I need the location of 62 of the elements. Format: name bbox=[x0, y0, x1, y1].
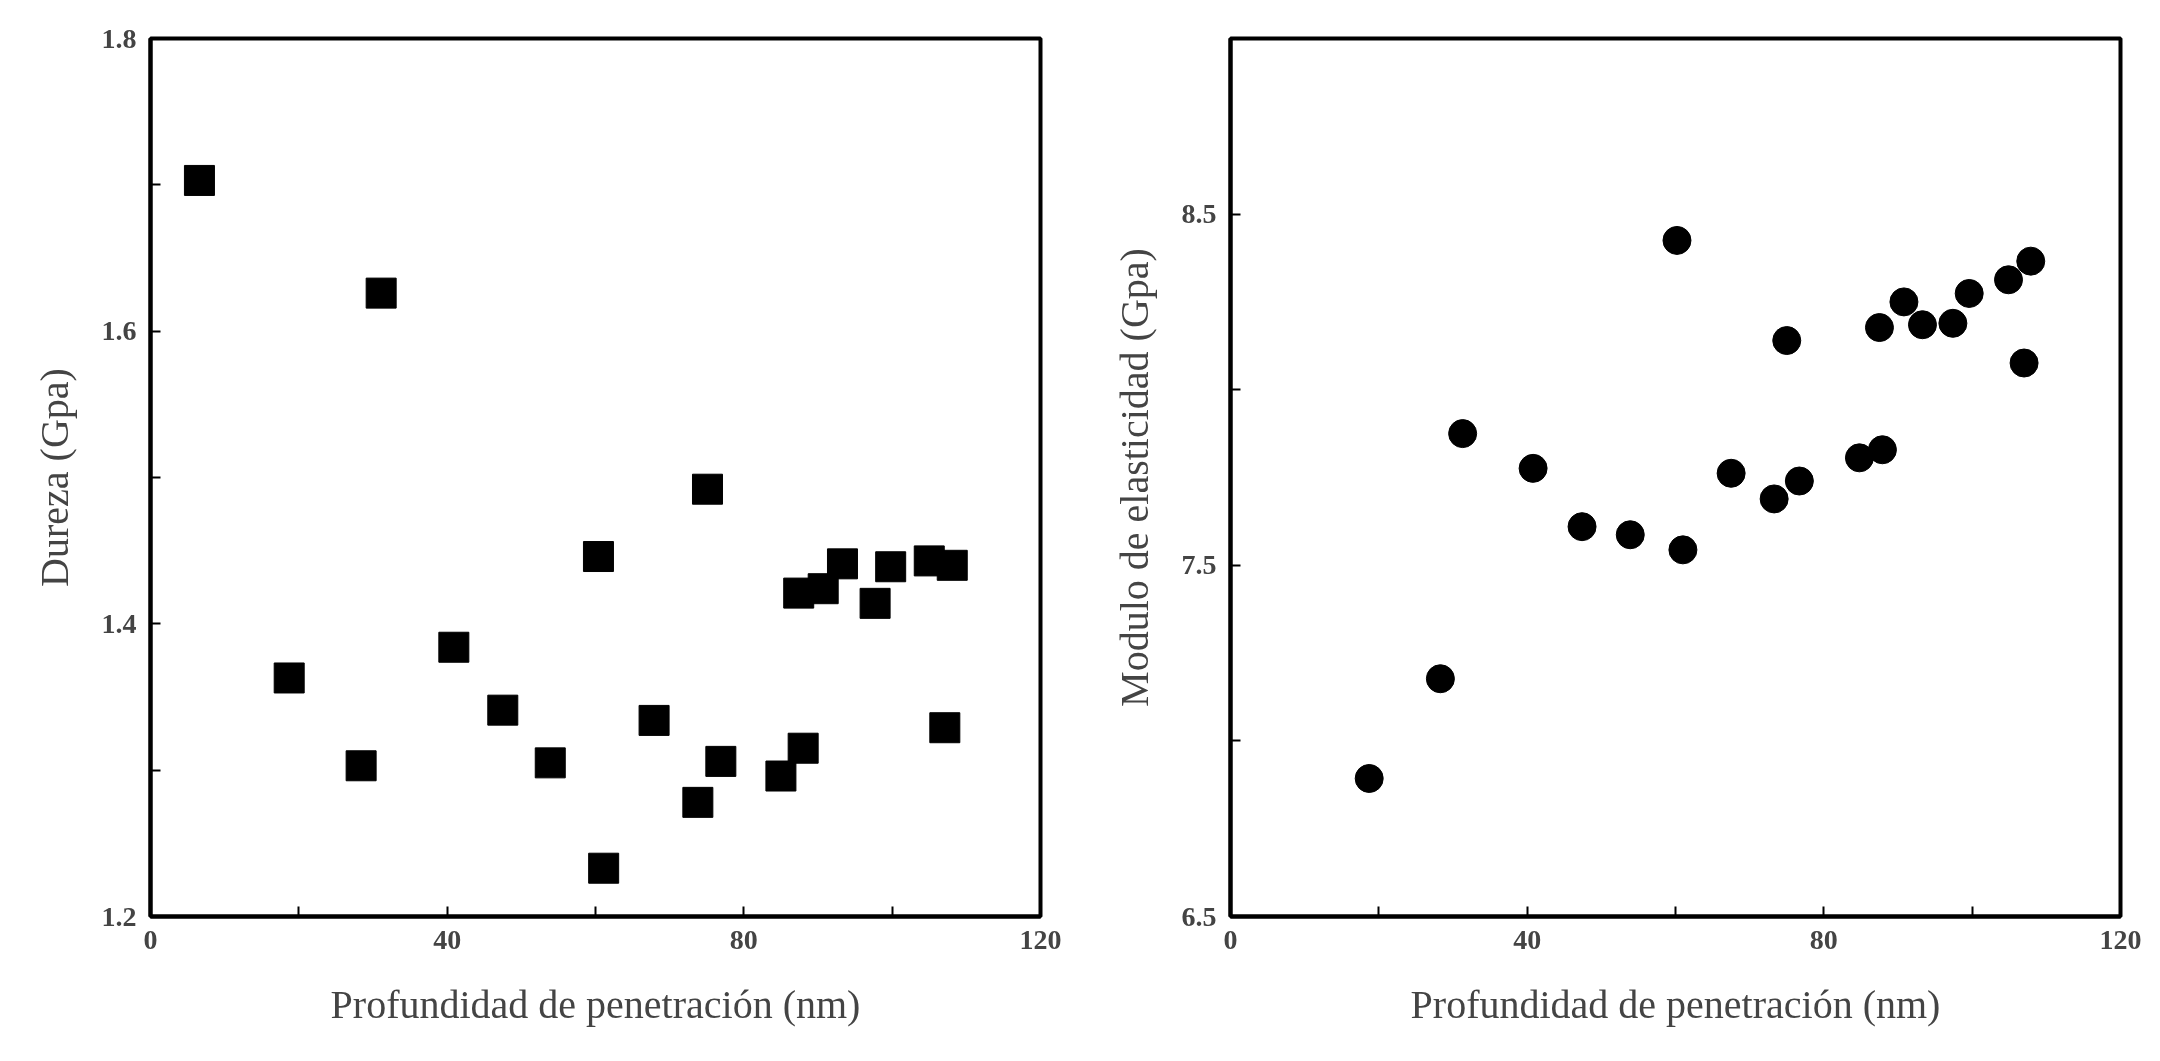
point bbox=[1889, 287, 1919, 317]
point bbox=[875, 551, 907, 583]
x-tick-label: 80 bbox=[729, 923, 758, 955]
point bbox=[345, 750, 377, 782]
y-tick-label: 1.8 bbox=[101, 22, 137, 54]
y-axis-title: Modulo de elasticidad (Gpa) bbox=[1111, 248, 1157, 707]
point bbox=[1954, 279, 1984, 308]
point bbox=[1662, 225, 1692, 255]
point bbox=[1994, 265, 2024, 295]
point bbox=[588, 852, 620, 884]
y-tick-label: 8.5 bbox=[1181, 198, 1217, 230]
x-tick-label: 0 bbox=[143, 923, 158, 955]
point bbox=[859, 587, 891, 619]
point bbox=[2016, 246, 2046, 276]
x-axis-title: Profundidad de penetración (nm) bbox=[330, 981, 861, 1027]
point bbox=[487, 694, 519, 726]
point bbox=[1668, 535, 1698, 565]
y-tick-label: 7.5 bbox=[1181, 549, 1217, 581]
y-tick-label: 1.6 bbox=[101, 315, 137, 347]
point bbox=[2009, 348, 2039, 378]
point bbox=[1844, 443, 1874, 473]
point bbox=[826, 548, 858, 580]
point bbox=[1567, 512, 1597, 542]
point bbox=[1716, 458, 1746, 488]
point bbox=[1784, 466, 1814, 496]
point bbox=[682, 786, 714, 818]
point bbox=[936, 549, 968, 581]
point bbox=[1867, 435, 1897, 465]
x-tick-label: 40 bbox=[1513, 923, 1542, 955]
y-tick-label: 1.2 bbox=[101, 900, 137, 932]
x-tick-label: 120 bbox=[2099, 923, 2142, 955]
y-tick-label: 6.5 bbox=[1181, 900, 1217, 932]
point bbox=[1518, 453, 1548, 483]
point bbox=[705, 745, 737, 777]
point bbox=[1448, 419, 1478, 449]
point bbox=[365, 277, 397, 309]
point bbox=[691, 473, 723, 505]
point bbox=[438, 631, 470, 663]
point bbox=[1772, 326, 1802, 355]
point bbox=[1425, 664, 1455, 694]
point bbox=[929, 712, 961, 744]
point bbox=[638, 704, 670, 736]
x-tick-label: 0 bbox=[1223, 923, 1238, 955]
point bbox=[765, 760, 797, 792]
x-tick-label: 120 bbox=[1019, 923, 1062, 955]
point bbox=[534, 747, 566, 779]
point bbox=[1938, 308, 1968, 338]
point bbox=[1864, 313, 1894, 343]
x-tick-label: 40 bbox=[433, 923, 462, 955]
point bbox=[1615, 520, 1645, 550]
point bbox=[787, 732, 819, 764]
point bbox=[1759, 484, 1789, 514]
point bbox=[183, 164, 215, 196]
point bbox=[807, 573, 839, 605]
point bbox=[1354, 764, 1384, 793]
y-axis-title: Dureza (Gpa) bbox=[31, 368, 77, 587]
point bbox=[273, 662, 305, 694]
y-tick-label: 1.4 bbox=[101, 607, 137, 639]
x-axis-title: Profundidad de penetración (nm) bbox=[1410, 981, 1941, 1027]
x-tick-label: 80 bbox=[1809, 923, 1838, 955]
point bbox=[1907, 310, 1937, 340]
point bbox=[582, 541, 614, 573]
